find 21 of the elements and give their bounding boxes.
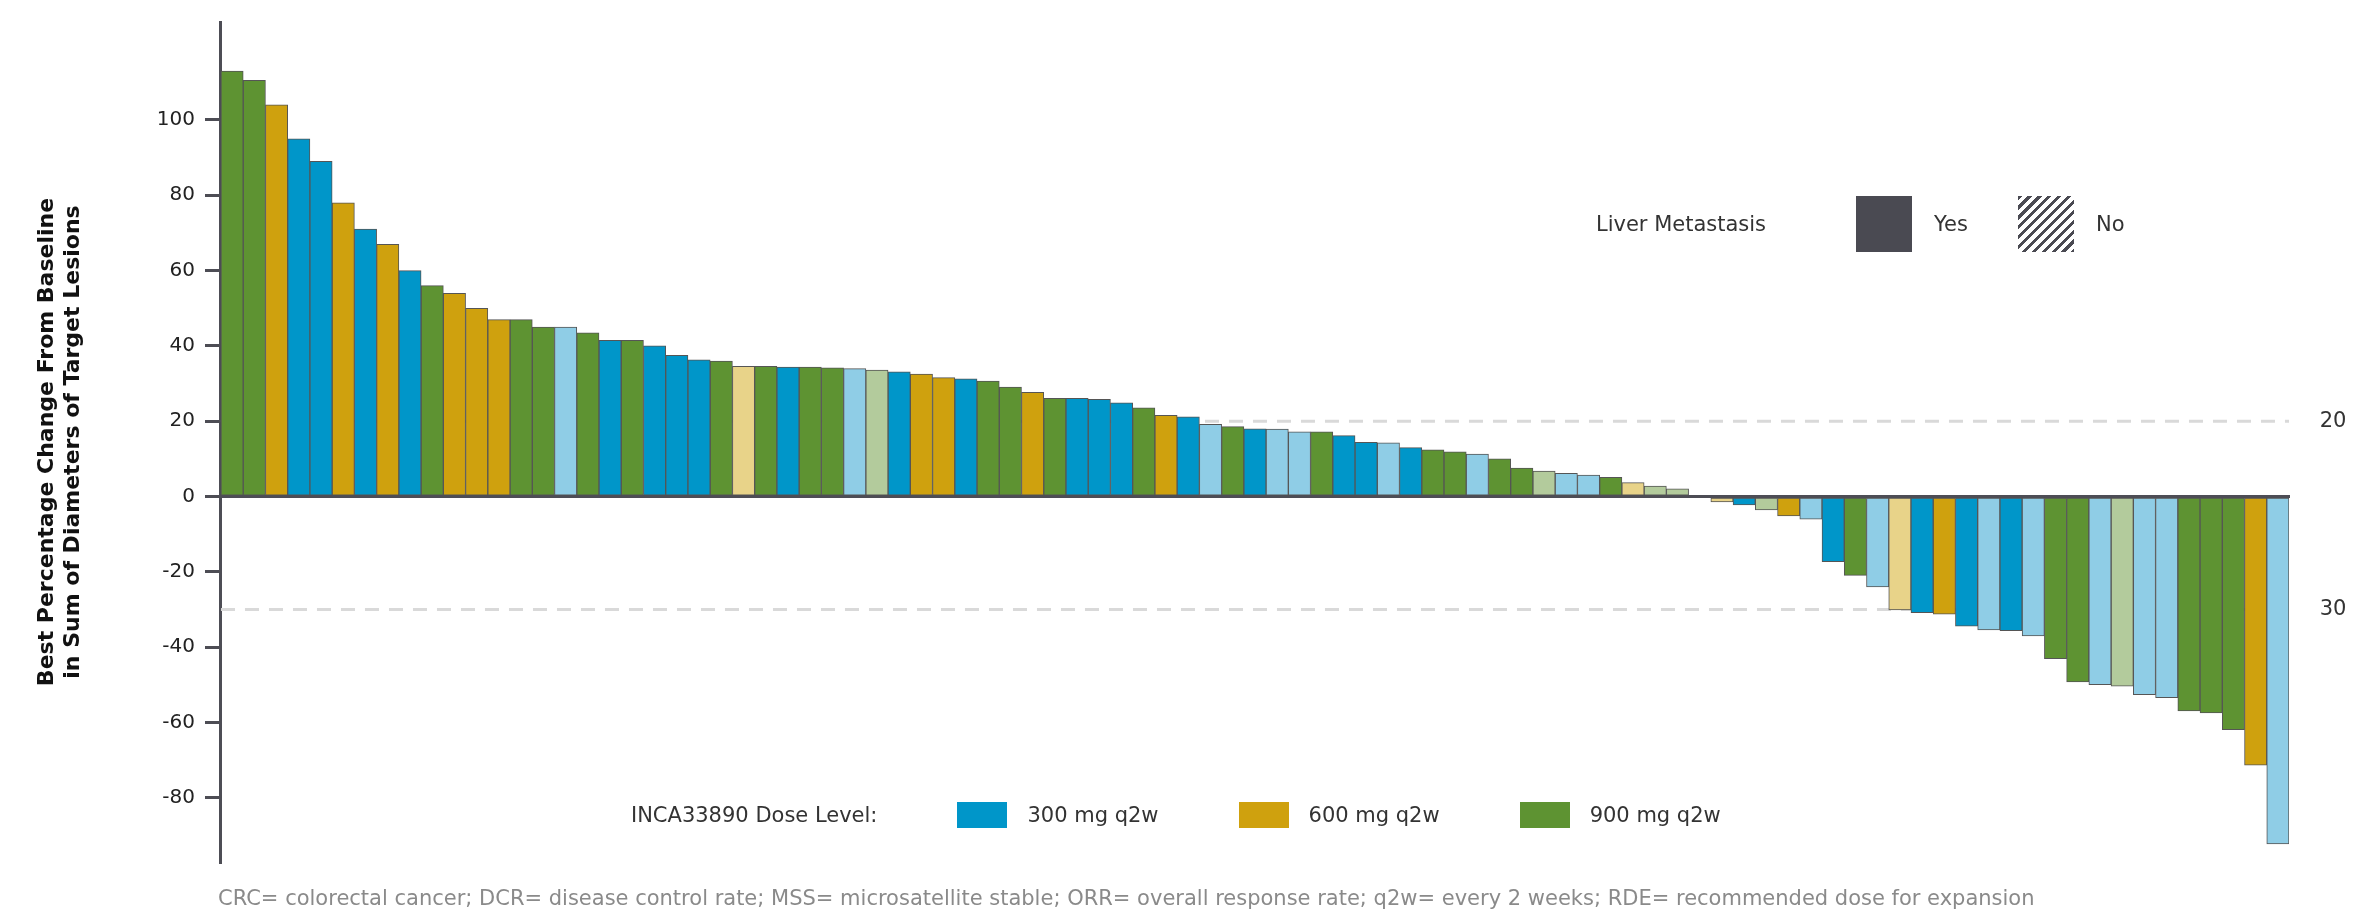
legend-title: INCA33890 Dose Level: <box>630 803 878 827</box>
annotation: Yes <box>1934 212 1968 236</box>
annotation: No <box>2095 212 2125 236</box>
legend-label: 300 mg q2w <box>1027 803 1159 827</box>
y-axis-title: Best Percentage Change From Baseline in Sum of Diameters of Target Lesions <box>32 197 85 687</box>
legend-label: 600 mg q2w <box>1308 803 1440 827</box>
y-tick-label: -40 <box>162 633 195 658</box>
y-tick-label: -80 <box>162 784 195 809</box>
text: CRC= colorectal cancer; DCR= disease control rate; MSS= microsatellite stable; ORR= overall response rate; q2w= every 2 weeks; RDE= recommended dose for expansion <box>218 886 2035 910</box>
y-tick-label: 100 <box>156 106 195 131</box>
y-tick-label: 40 <box>169 332 195 357</box>
y-tick-label: 20 <box>169 407 195 432</box>
y-tick-label: 0 <box>182 482 195 507</box>
y-tick-label: 60 <box>169 256 195 281</box>
y-tick-label: -60 <box>162 708 195 733</box>
annotation: Liver Metastasis <box>1595 212 1767 236</box>
ref-line-label: 20 <box>2319 407 2347 432</box>
y-tick-label: -20 <box>162 558 195 583</box>
y-tick-label: 80 <box>169 181 195 206</box>
text: 30 <box>2319 596 2347 621</box>
legend-label: 900 mg q2w <box>1589 803 1721 827</box>
